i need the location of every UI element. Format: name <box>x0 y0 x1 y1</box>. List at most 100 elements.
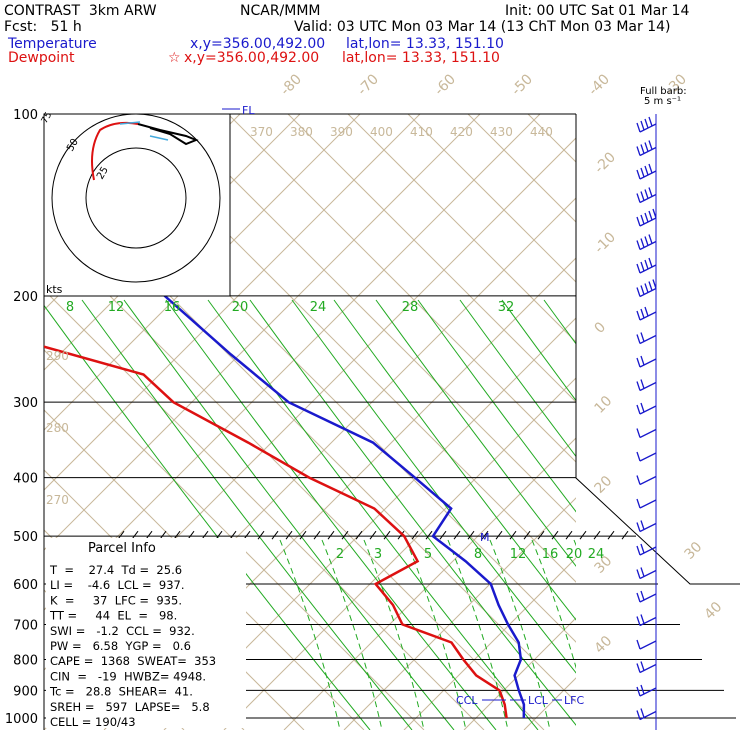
mixing-ratio-line <box>586 300 740 730</box>
theta-label: 380 <box>290 125 313 139</box>
wind-barb <box>636 402 657 415</box>
wind-barbs <box>636 114 657 730</box>
hodograph: 25 50 75 kts <box>40 111 231 297</box>
mixing-ratio-label: 12 <box>108 300 125 315</box>
hodograph-trace-high <box>119 121 169 141</box>
isotherm-label-lower: 40 <box>702 599 726 623</box>
dry-adiabat-line <box>167 114 576 523</box>
pressure-tick-label: 900 <box>13 684 38 699</box>
wind-barb <box>636 332 657 345</box>
isotherm-label: 40 <box>592 633 616 657</box>
theta-label: 390 <box>330 125 353 139</box>
mixing-ratio-line <box>291 299 576 674</box>
parcel-info-row: SWI = -1.2 CCL = 932. <box>50 624 195 638</box>
isotherm-line <box>343 497 576 730</box>
dry-adiabat-line <box>44 349 425 730</box>
parcel-info-row: TT = 44 EL = 98. <box>49 609 177 623</box>
wind-barb <box>636 543 657 556</box>
wind-barb <box>636 520 657 533</box>
mixing-ratio-dashed-line <box>363 539 425 730</box>
wind-barb <box>636 116 657 133</box>
isotherm-label: -20 <box>592 149 619 176</box>
wind-barb <box>636 639 657 650</box>
wind-barb <box>636 661 657 674</box>
wind-barb <box>636 475 657 486</box>
dry-adiabat-line <box>44 289 485 730</box>
parcel-info-row: K = 37 LFC = 935. <box>50 593 182 607</box>
isotherm-label: -10 <box>592 229 619 256</box>
dry-adiabat-line <box>347 114 576 343</box>
parcel-info-row: T = 27.4 Td = 25.6 <box>49 563 182 577</box>
isotherm-label: -70 <box>355 71 382 98</box>
pressure-tick-label: 1000 <box>5 712 38 727</box>
mixing-ratio-dashed-line <box>279 539 341 730</box>
mixing-ratio-line <box>375 299 576 567</box>
wind-barb <box>636 257 657 274</box>
wind-barb <box>636 306 657 321</box>
lfc-label: LFC <box>564 694 584 707</box>
mixing-ratio-dashed-line <box>531 539 576 670</box>
pressure-tick-label: 700 <box>13 618 38 633</box>
isotherm-line <box>163 317 576 730</box>
mixing-ratio-label-lower: 3 <box>374 547 382 562</box>
pressure-tick-label: 800 <box>13 653 38 668</box>
wind-barb <box>636 684 657 697</box>
header-org: NCAR/MMM <box>240 3 321 19</box>
temperature-cursor-latlon: lat,lon= 13.33, 151.10 <box>346 36 504 52</box>
mixing-ratio-dashed-line <box>616 540 676 730</box>
parcel-info-row: CAPE = 1368 SWEAT= 353 <box>50 654 216 668</box>
wind-barb <box>636 498 657 509</box>
theta-label: 370 <box>250 125 273 139</box>
wind-barb <box>636 708 657 721</box>
mixing-ratio-line <box>207 299 539 730</box>
pressure-tick-label: 600 <box>13 578 38 593</box>
mixing-ratio-label-lower: 16 <box>542 547 559 562</box>
isotherm-label-lower: 30 <box>682 539 706 563</box>
mixing-ratio-label: 24 <box>310 300 327 315</box>
temperature-legend-label: Temperature <box>8 36 97 52</box>
isotherm-label: 0 <box>592 319 610 337</box>
dry-adiabat-line <box>287 114 576 403</box>
m-label: M <box>480 531 490 544</box>
isotherm-line <box>223 377 576 730</box>
barb-key-line1: Full barb: <box>640 86 687 97</box>
parcel-info-title: Parcel Info <box>88 541 156 556</box>
isotherm-label: -50 <box>509 71 536 98</box>
dry-adiabat-line <box>44 409 365 730</box>
theta-label: 400 <box>370 125 393 139</box>
dry-adiabat-line <box>227 114 576 463</box>
dewpoint-cursor-latlon: lat,lon= 13.33, 151.10 <box>342 50 500 66</box>
wind-barb <box>636 140 657 157</box>
parcel-info-box: Parcel Info T = 27.4 Td = 25.6LI = -4.6 … <box>46 538 246 729</box>
header-valid-time: Valid: 03 UTC Mon 03 Mar 14 (13 ChT Mon … <box>294 19 671 35</box>
parcel-info-row: SREH = 597 LAPSE= 5.8 <box>50 700 210 714</box>
mixing-ratio-line <box>81 299 413 730</box>
pressure-tick-label: 200 <box>13 290 38 305</box>
wind-barb <box>636 355 657 368</box>
parcel-info-row: CELL = 190/43 <box>50 715 136 729</box>
isotherm-line <box>644 110 740 730</box>
mixing-ratio-label: 20 <box>232 300 249 315</box>
temperature-profile <box>114 114 526 719</box>
wind-barb <box>636 163 657 180</box>
mixing-ratio-dashed-line <box>321 539 383 730</box>
dewpoint-cursor-xy: x,y=356.00,492.00 <box>184 50 320 66</box>
isotherm-label: 10 <box>592 393 616 417</box>
mixing-ratio-label: 16 <box>164 300 181 315</box>
temperature-cursor-xy: x,y=356.00,492.00 <box>190 36 326 52</box>
isotherm-label: -80 <box>278 71 305 98</box>
wind-barb <box>636 234 657 251</box>
mixing-ratio-label: 32 <box>498 300 515 315</box>
pressure-tick-label: 400 <box>13 472 38 487</box>
mixing-ratio-label-lower: 20 <box>566 547 583 562</box>
mixing-ratio-line <box>333 299 576 621</box>
mixing-ratio-label: 8 <box>66 300 74 315</box>
mixing-ratio-line <box>44 304 371 730</box>
header-title: CONTRAST 3km ARW <box>4 3 157 19</box>
mixing-ratio-label-lower: 8 <box>474 547 482 562</box>
wind-barb <box>636 187 657 204</box>
mixing-ratio-dashed-line <box>700 540 740 730</box>
isotherm-label: -40 <box>586 71 613 98</box>
dry-adiabat-line <box>44 229 545 730</box>
